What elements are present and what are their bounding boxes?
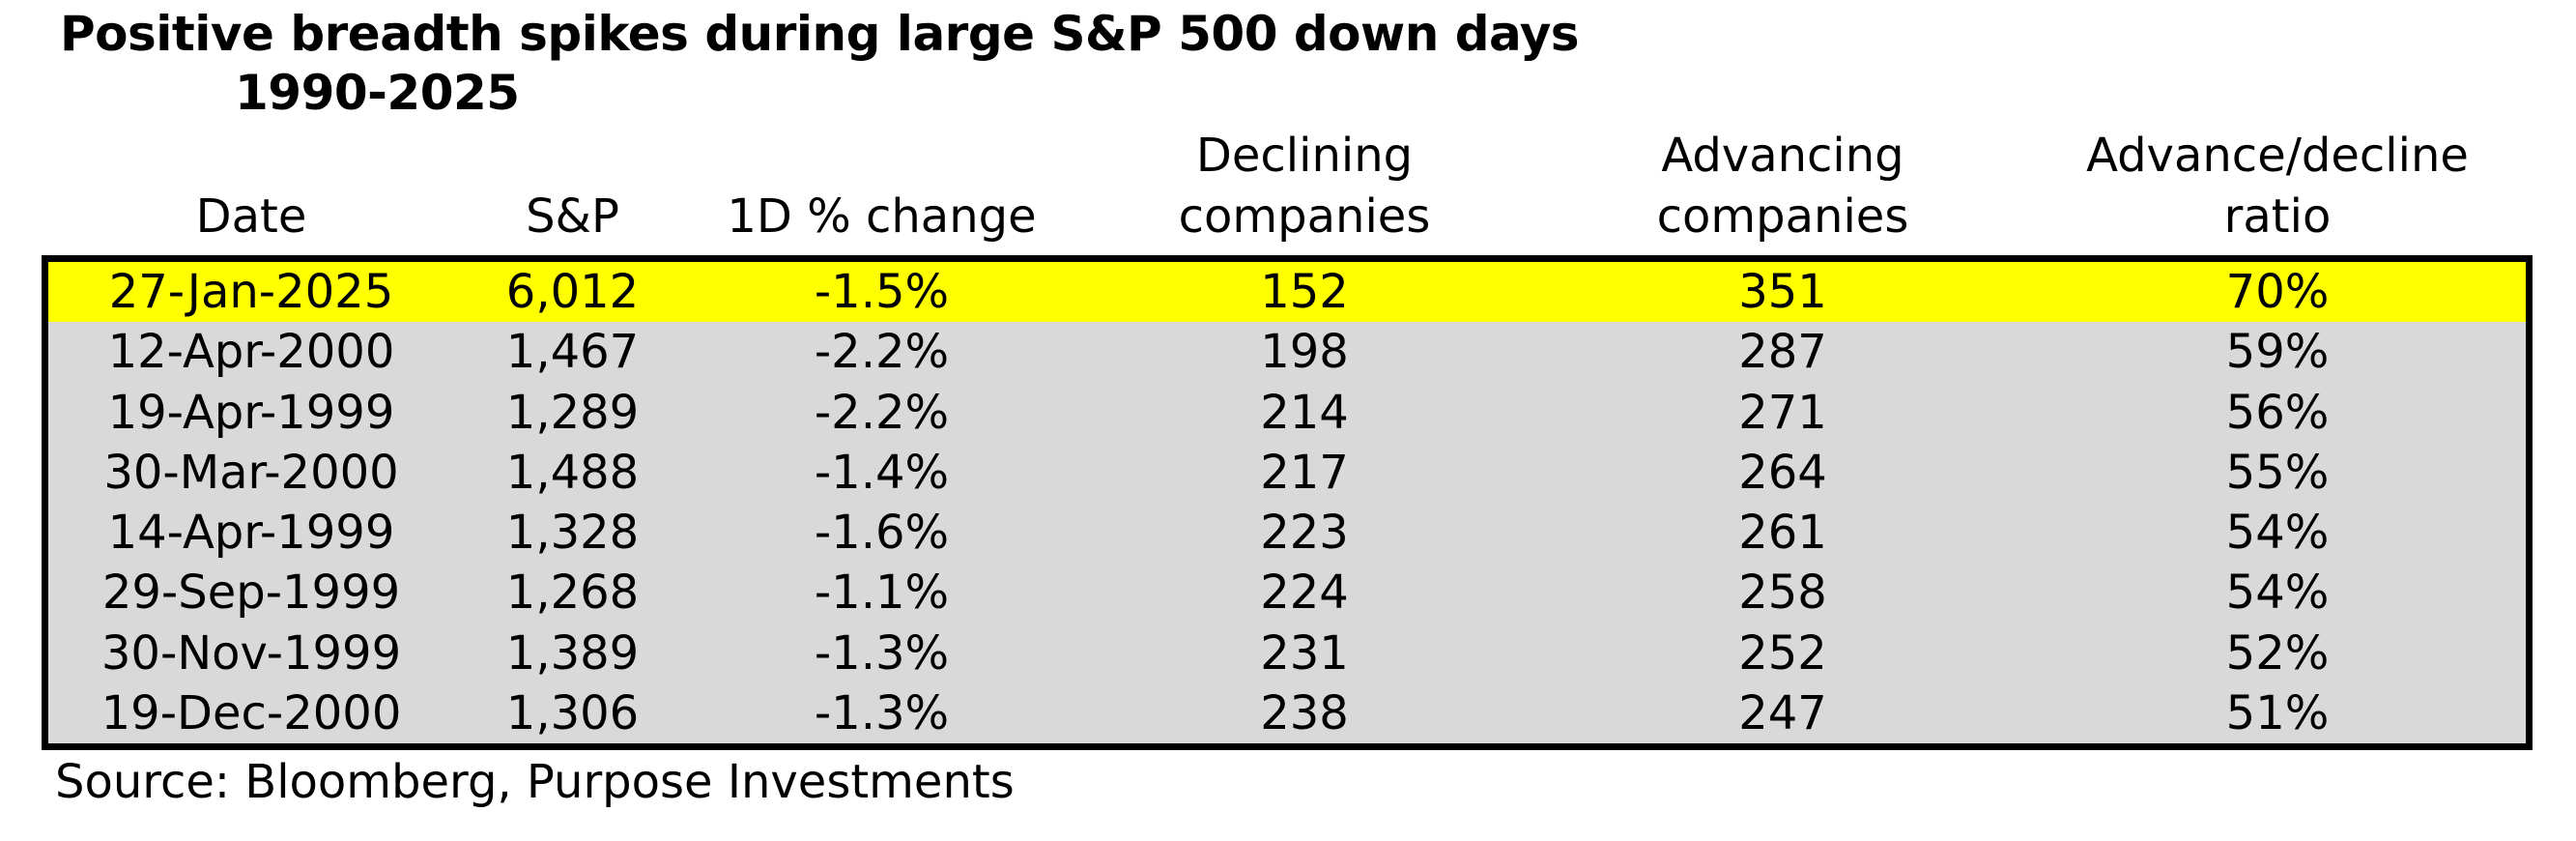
table-cell: 231 <box>1260 625 1349 681</box>
table-cell: 198 <box>1260 325 1349 380</box>
source-note: Source: Bloomberg, Purpose Investments <box>55 755 1015 809</box>
column-header: Advance/decline ratio <box>2086 129 2469 244</box>
table-cell: 223 <box>1260 506 1349 561</box>
column-header: Advancing companies <box>1656 129 1909 244</box>
table-cell: 59% <box>2225 325 2330 380</box>
table-row: 12-Apr-2000 1,467 -2.2% 198 287 59% <box>48 322 2526 383</box>
table-row: 14-Apr-1999 1,328 -1.6% 223 261 54% <box>48 503 2526 564</box>
table-cell: 19-Apr-1999 <box>107 385 395 440</box>
table-cell: 30-Mar-2000 <box>103 445 399 500</box>
column-header: Declining companies <box>1178 129 1431 244</box>
table-cell: 1,389 <box>505 625 640 681</box>
table-cell: 6,012 <box>505 265 640 320</box>
table-cell: 30-Nov-1999 <box>100 625 402 681</box>
table-cell: -1.3% <box>814 685 950 740</box>
table-cell: 214 <box>1260 385 1349 440</box>
table-cell: 51% <box>2225 685 2330 740</box>
table-cell: -2.2% <box>814 385 950 440</box>
table-row: 29-Sep-1999 1,268 -1.1% 224 258 54% <box>48 563 2526 624</box>
table-cell: 238 <box>1260 685 1349 740</box>
table-cell: 1,268 <box>505 566 640 621</box>
table-cell: 1,289 <box>505 385 640 440</box>
table-cell: -1.5% <box>814 265 950 320</box>
table-row: 30-Mar-2000 1,488 -1.4% 217 264 55% <box>48 442 2526 503</box>
table-row-highlighted: 27-Jan-2025 6,012 -1.5% 152 351 70% <box>48 262 2526 323</box>
table-cell: 264 <box>1738 445 1827 500</box>
table-cell: 152 <box>1260 265 1349 320</box>
table-cell: 56% <box>2225 385 2330 440</box>
table-cell: 252 <box>1738 625 1827 681</box>
table-row: 19-Dec-2000 1,306 -1.3% 238 247 51% <box>48 682 2526 743</box>
table-cell: 258 <box>1738 566 1827 621</box>
table-cell: 29-Sep-1999 <box>101 566 401 621</box>
table-cell: 1,306 <box>505 685 640 740</box>
table-cell: 217 <box>1260 445 1349 500</box>
column-header: 1D % change <box>727 189 1037 244</box>
table-cell: 19-Dec-2000 <box>100 685 402 740</box>
table-cell: 247 <box>1738 685 1827 740</box>
table-cell: -1.4% <box>814 445 950 500</box>
column-header: S&P <box>526 189 619 244</box>
table-cell: 55% <box>2225 445 2330 500</box>
chart-subtitle: 1990-2025 <box>235 65 520 121</box>
table-cell: 1,328 <box>505 506 640 561</box>
table-cell: 224 <box>1260 566 1349 621</box>
table-cell: 14-Apr-1999 <box>107 506 395 561</box>
table-cell: 1,488 <box>505 445 640 500</box>
table-cell: 27-Jan-2025 <box>108 265 394 320</box>
table-cell: -2.2% <box>814 325 950 380</box>
table-header: Date S&P 1D % change Declining companies Adva… <box>48 120 2526 247</box>
data-table: 27-Jan-2025 6,012 -1.5% 152 351 70% 12-Apr-200… <box>42 255 2533 750</box>
table-cell: 54% <box>2225 566 2330 621</box>
column-header: Date <box>195 189 307 244</box>
table-cell: 261 <box>1738 506 1827 561</box>
table-cell: -1.3% <box>814 625 950 681</box>
table-row: 30-Nov-1999 1,389 -1.3% 231 252 52% <box>48 623 2526 683</box>
table-cell: -1.6% <box>814 506 950 561</box>
table-cell: 271 <box>1738 385 1827 440</box>
table-cell: 1,467 <box>505 325 640 380</box>
table-cell: 351 <box>1738 265 1827 320</box>
table-cell: 52% <box>2225 625 2330 681</box>
table-row: 19-Apr-1999 1,289 -2.2% 214 271 56% <box>48 382 2526 443</box>
table-cell: 70% <box>2225 265 2330 320</box>
chart-title: Positive breadth spikes during large S&P… <box>60 6 1580 62</box>
table-cell: 54% <box>2225 506 2330 561</box>
table-cell: 12-Apr-2000 <box>107 325 395 380</box>
table-cell: 287 <box>1738 325 1827 380</box>
table-cell: -1.1% <box>814 566 950 621</box>
